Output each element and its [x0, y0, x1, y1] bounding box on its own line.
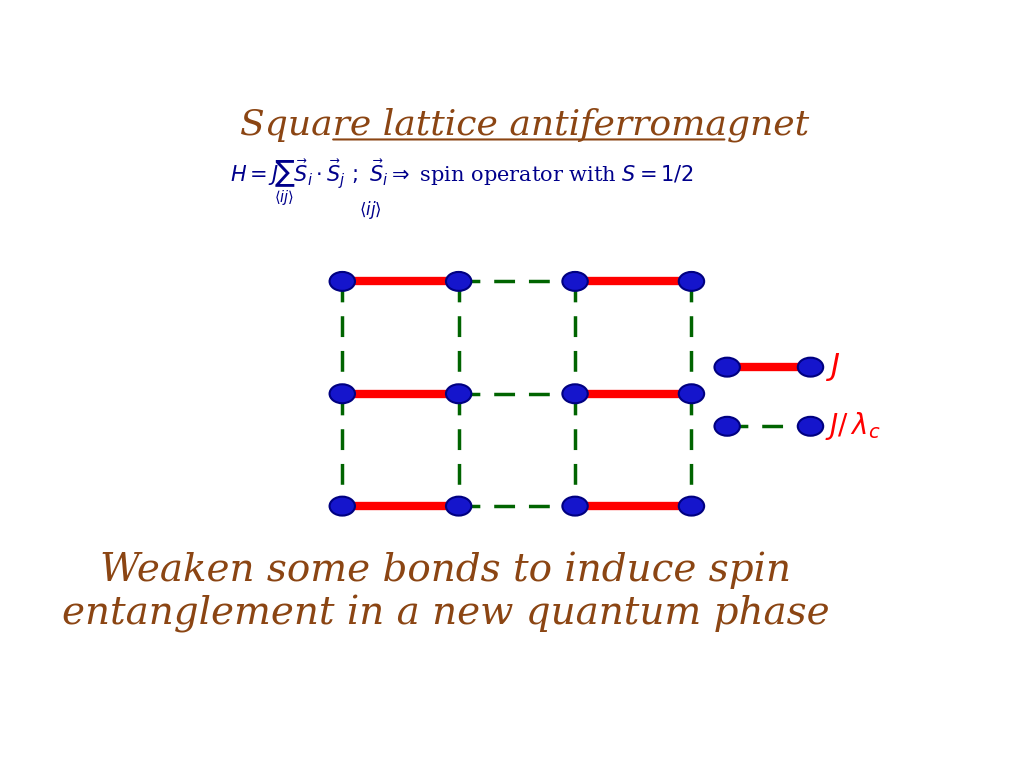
Circle shape: [715, 358, 740, 376]
Circle shape: [446, 384, 471, 403]
Text: $J$: $J$: [824, 351, 840, 383]
Circle shape: [562, 497, 588, 515]
Circle shape: [330, 497, 355, 515]
Circle shape: [679, 384, 705, 403]
Circle shape: [679, 272, 705, 291]
Circle shape: [330, 272, 355, 291]
Circle shape: [446, 272, 471, 291]
Circle shape: [562, 272, 588, 291]
Text: $\langle ij \rangle$: $\langle ij \rangle$: [358, 200, 381, 221]
Circle shape: [562, 384, 588, 403]
Circle shape: [446, 497, 471, 515]
Circle shape: [330, 384, 355, 403]
Circle shape: [798, 358, 823, 376]
Circle shape: [679, 497, 705, 515]
Text: $J/\,\lambda_c$: $J/\,\lambda_c$: [824, 410, 881, 442]
Text: Weaken some bonds to induce spin
entanglement in a new quantum phase: Weaken some bonds to induce spin entangl…: [61, 551, 829, 633]
Text: $H = J\!\sum_{\langle ij\rangle} \vec{S}_i \cdot \vec{S}_j$$\ ;\ \vec{S}_i \Righ: $H = J\!\sum_{\langle ij\rangle} \vec{S}…: [229, 158, 693, 210]
Circle shape: [715, 417, 740, 435]
Text: Square lattice antiferromagnet: Square lattice antiferromagnet: [241, 108, 809, 142]
Circle shape: [798, 417, 823, 435]
